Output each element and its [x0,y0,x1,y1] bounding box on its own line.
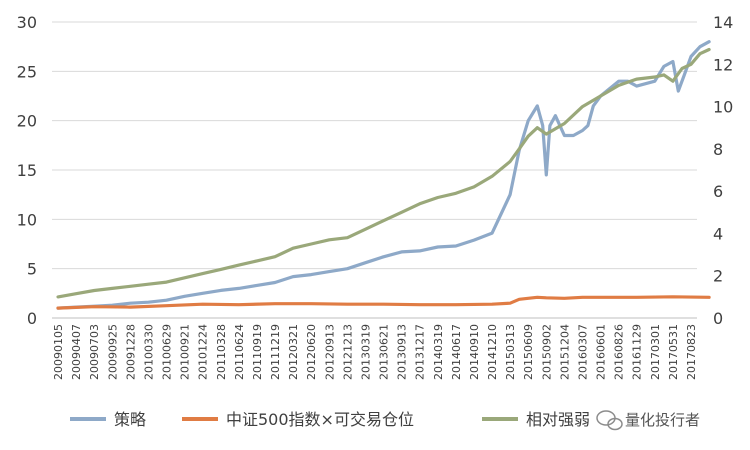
x-tick-label: 20120913 [323,324,336,380]
x-tick-label: 20170301 [649,324,662,380]
legend: 策略 中证500指数×可交易仓位 相对强弱 [70,410,590,429]
x-tick-label: 20160826 [613,324,626,380]
series-line-1 [56,295,711,310]
x-tick-label: 20140319 [432,324,445,380]
left-y-tick-label: 15 [17,161,37,180]
x-tick-label: 20160601 [595,324,608,380]
watermark-text: 量化投行者 [625,411,700,429]
legend-label: 中证500指数×可交易仓位 [226,410,414,429]
left-y-tick-label: 10 [17,210,37,229]
x-tick-label: 20100921 [179,324,192,380]
x-tick-label: 20091228 [124,324,137,380]
series-lines [56,40,711,310]
x-tick-label: 20160307 [576,324,589,380]
watermark: 量化投行者 [596,410,700,431]
left-y-tick-label: 25 [17,62,37,81]
x-tick-label: 20100330 [142,324,155,380]
right-y-tick-label: 10 [713,98,733,117]
x-tick-label: 20090105 [52,324,65,380]
x-tick-label: 20100629 [161,324,174,380]
right-y-tick-label: 4 [713,224,723,243]
legend-label: 策略 [114,410,146,429]
x-tick-label: 20150902 [540,324,553,380]
x-tick-label: 20140910 [468,324,481,380]
x-tick-label: 20120620 [305,324,318,380]
x-tick-label: 20121213 [341,324,354,380]
x-tick-label: 20090925 [106,324,119,380]
left-y-tick-label: 5 [27,260,37,279]
x-tick-label: 20110624 [233,324,246,380]
right-y-tick-label: 0 [713,309,723,328]
left-y-axis: 0 5 10 15 20 25 30 [17,13,37,328]
x-tick-label: 20110919 [251,324,264,380]
x-tick-label: 20120321 [287,324,300,380]
left-y-tick-label: 20 [17,112,37,131]
x-tick-label: 20161129 [631,324,644,380]
x-tick-label: 20111219 [269,324,282,380]
x-tick-label: 20150313 [504,324,517,380]
right-y-tick-label: 6 [713,182,723,201]
x-tick-label: 20101224 [197,324,210,380]
legend-label: 相对强弱 [526,410,590,429]
x-tick-label: 20130319 [359,324,372,380]
x-tick-label: 20131217 [414,324,427,380]
series-line-0 [56,40,711,310]
x-tick-label: 20141210 [486,324,499,380]
x-axis: 20090105 20090407 20090703 20090925 20091228… [52,317,698,380]
left-y-tick-label: 0 [27,309,37,328]
right-y-tick-label: 14 [713,13,733,32]
left-y-tick-label: 30 [17,13,37,32]
right-y-tick-label: 12 [713,55,733,74]
x-tick-label: 20090407 [70,324,83,380]
right-y-tick-label: 8 [713,140,723,159]
x-tick-label: 20150609 [522,324,535,380]
x-tick-label: 20170823 [685,324,698,380]
right-y-tick-label: 2 [713,267,723,286]
x-tick-label: 20130913 [396,324,409,380]
x-tick-label: 20110328 [215,324,228,380]
series-line-2 [56,47,711,299]
x-tick-label: 20140617 [450,324,463,380]
x-tick-label: 20170531 [667,324,680,380]
x-tick-label: 20151204 [558,324,571,380]
x-tick-label: 20090703 [88,324,101,380]
gridlines [52,21,697,319]
x-tick-label: 20130621 [378,324,391,380]
wechat-icon [596,410,623,431]
right-y-axis: 0 2 4 6 8 10 12 14 [713,13,733,328]
